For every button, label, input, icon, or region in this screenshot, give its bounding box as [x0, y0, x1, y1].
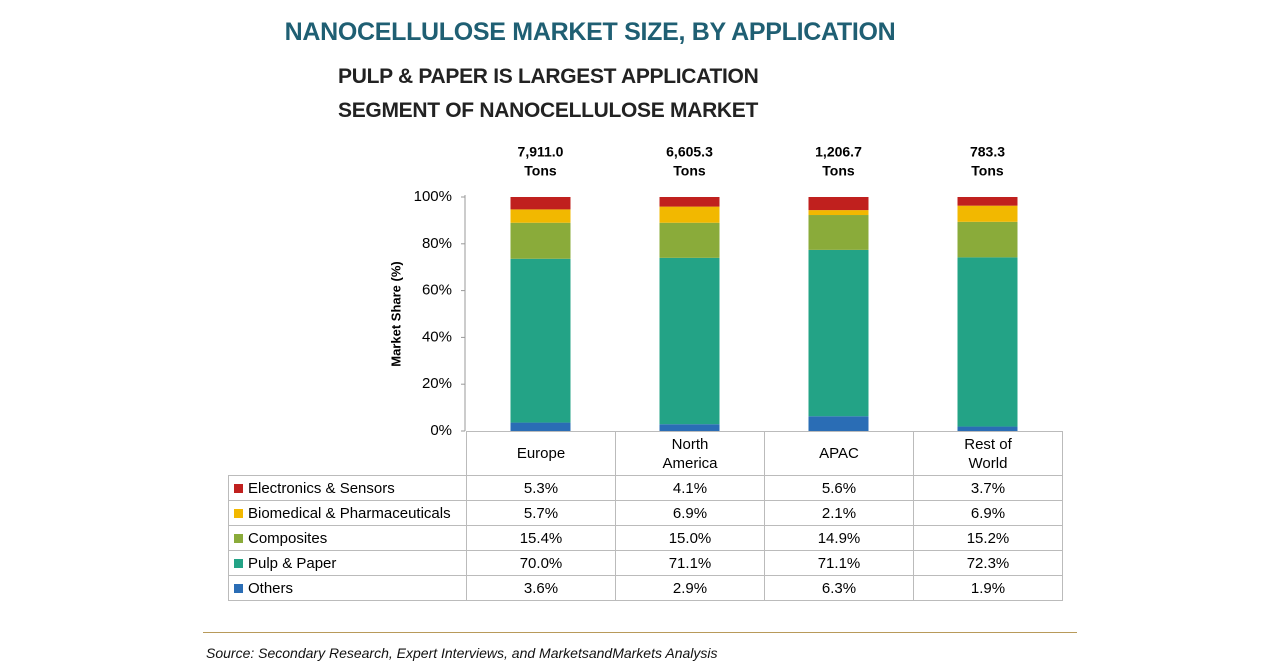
blank-cell: [229, 432, 467, 476]
value-label: 5.3%: [466, 475, 616, 501]
total-label: 6,605.3: [666, 144, 713, 160]
y-tick-label: 0%: [430, 422, 452, 439]
legend-entry: Composites: [228, 525, 467, 551]
bar-segment: [957, 257, 1018, 427]
legend-swatch: [234, 483, 243, 493]
y-tick-label: 40%: [422, 328, 452, 345]
legend-entry: Biomedical & Pharmaceuticals: [228, 500, 467, 526]
series-row: Biomedical & Pharmaceuticals 5.7% 6.9% 2.1%…: [228, 500, 1063, 526]
category-cell: Europe: [466, 431, 616, 476]
bar-segment: [510, 258, 571, 423]
legend-label: Pulp & Paper: [248, 554, 337, 572]
category-cell: Rest of World: [913, 431, 1063, 476]
legend-label: Composites: [248, 529, 328, 547]
bar-segment: [808, 215, 869, 250]
bar-segment: [659, 257, 720, 425]
bar-segment: [659, 222, 720, 258]
bar-segment: [808, 210, 869, 216]
separator: [203, 632, 1077, 633]
total-label: 783.3: [970, 144, 1005, 160]
value-label: 71.1%: [615, 550, 765, 576]
value-label: 2.1%: [764, 500, 914, 526]
legend-swatch: [234, 508, 243, 518]
data-table: Europe North America APAC Rest of World Elec…: [228, 431, 1063, 601]
legend-swatch: [234, 583, 243, 593]
legend-swatch: [234, 533, 243, 543]
value-label: 6.9%: [615, 500, 765, 526]
x-tick-label: Europe: [516, 445, 566, 462]
category-cell: APAC: [764, 431, 914, 476]
series-row: Others 3.6% 2.9% 6.3% 1.9%: [228, 575, 1063, 601]
y-tick-label: 60%: [422, 282, 452, 299]
bar-segment: [510, 197, 571, 210]
y-tick-label: 20%: [422, 375, 452, 392]
total-unit: Tons: [971, 163, 1004, 179]
bar-segment: [957, 197, 1018, 206]
bar-segment: [808, 249, 869, 417]
bar-segment: [510, 422, 571, 431]
y-tick-label: 80%: [422, 235, 452, 252]
total-label: 7,911.0: [518, 144, 564, 160]
series-row: Pulp & Paper 70.0% 71.1% 71.1% 72.3%: [228, 550, 1063, 576]
value-label: 5.6%: [764, 475, 914, 501]
value-label: 5.7%: [466, 500, 616, 526]
x-tick-label: North America: [662, 435, 718, 472]
value-label: 15.2%: [913, 525, 1063, 551]
category-cell: North America: [615, 431, 765, 476]
value-label: 1.9%: [913, 575, 1063, 601]
value-label: 15.0%: [615, 525, 765, 551]
x-tick-label: Rest of World: [964, 435, 1012, 472]
bar-segment: [808, 416, 869, 431]
y-tick-label: 100%: [414, 188, 452, 205]
value-label: 2.9%: [615, 575, 765, 601]
legend-label: Electronics & Sensors: [248, 479, 395, 497]
value-label: 72.3%: [913, 550, 1063, 576]
legend-swatch: [234, 558, 243, 568]
series-row: Electronics & Sensors 5.3% 4.1% 5.6% 3.7%: [228, 475, 1063, 501]
bar-segment: [510, 209, 571, 223]
value-label: 14.9%: [764, 525, 914, 551]
value-label: 6.3%: [764, 575, 914, 601]
value-label: 71.1%: [764, 550, 914, 576]
bar-segment: [659, 197, 720, 207]
legend-entry: Electronics & Sensors: [228, 475, 467, 501]
x-tick-label: APAC: [819, 445, 859, 462]
bar-segment: [659, 424, 720, 431]
header-row: Europe North America APAC Rest of World: [229, 431, 1063, 476]
legend-label: Biomedical & Pharmaceuticals: [248, 504, 451, 522]
chart-title: NANOCELLULOSE MARKET SIZE, BY APPLICATIO…: [284, 18, 896, 46]
total-unit: Tons: [673, 163, 706, 179]
bar-segment: [957, 205, 1018, 222]
value-label: 70.0%: [466, 550, 616, 576]
legend-label: Others: [248, 579, 294, 597]
legend-entry: Pulp & Paper: [228, 550, 467, 576]
chart-subtitle: PULP & PAPER IS LARGEST APPLICATION SEGM…: [338, 65, 759, 122]
total-label: 1,206.7: [815, 144, 862, 160]
series-row: Composites 15.4% 15.0% 14.9% 15.2%: [228, 525, 1063, 551]
value-label: 15.4%: [466, 525, 616, 551]
bar-segment: [957, 426, 1018, 431]
value-label: 3.7%: [913, 475, 1063, 501]
bar-segment: [808, 197, 869, 211]
bar-segment: [510, 222, 571, 259]
bar-segment: [659, 206, 720, 223]
total-unit: Tons: [524, 163, 557, 179]
legend-entry: Others: [228, 575, 467, 601]
source: Source: Secondary Research, Expert Inter…: [206, 645, 718, 661]
value-label: 6.9%: [913, 500, 1063, 526]
value-label: 3.6%: [466, 575, 616, 601]
y-axis-label: Market Share (%): [388, 261, 403, 366]
bar-segment: [957, 221, 1018, 258]
total-unit: Tons: [822, 163, 855, 179]
value-label: 4.1%: [615, 475, 765, 501]
